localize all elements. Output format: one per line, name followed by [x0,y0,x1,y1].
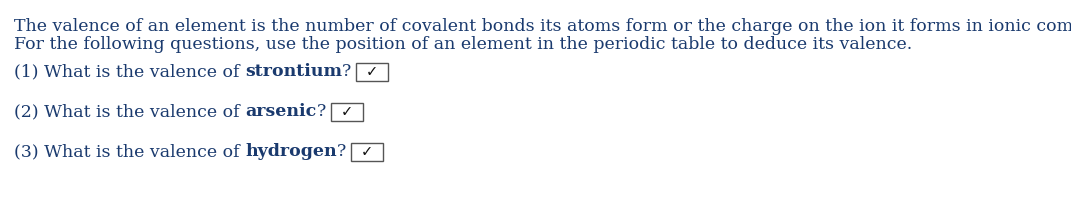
Text: For the following questions, use the position of an element in the periodic tabl: For the following questions, use the pos… [14,36,912,53]
Text: hydrogen: hydrogen [245,144,336,161]
Text: ✓: ✓ [366,65,378,79]
Text: ?: ? [342,64,351,80]
Text: ✓: ✓ [341,104,352,120]
Text: (2) What is the valence of: (2) What is the valence of [14,103,245,121]
FancyBboxPatch shape [331,103,363,121]
Text: The valence of an element is the number of covalent bonds its atoms form or the : The valence of an element is the number … [14,18,1071,35]
Text: arsenic: arsenic [245,103,316,121]
Text: strontium: strontium [245,64,342,80]
Text: ?: ? [316,103,326,121]
Text: (3) What is the valence of: (3) What is the valence of [14,144,245,161]
FancyBboxPatch shape [357,63,389,81]
Text: (1) What is the valence of: (1) What is the valence of [14,64,245,80]
Text: ✓: ✓ [361,144,373,159]
FancyBboxPatch shape [351,143,383,161]
Text: ?: ? [336,144,346,161]
